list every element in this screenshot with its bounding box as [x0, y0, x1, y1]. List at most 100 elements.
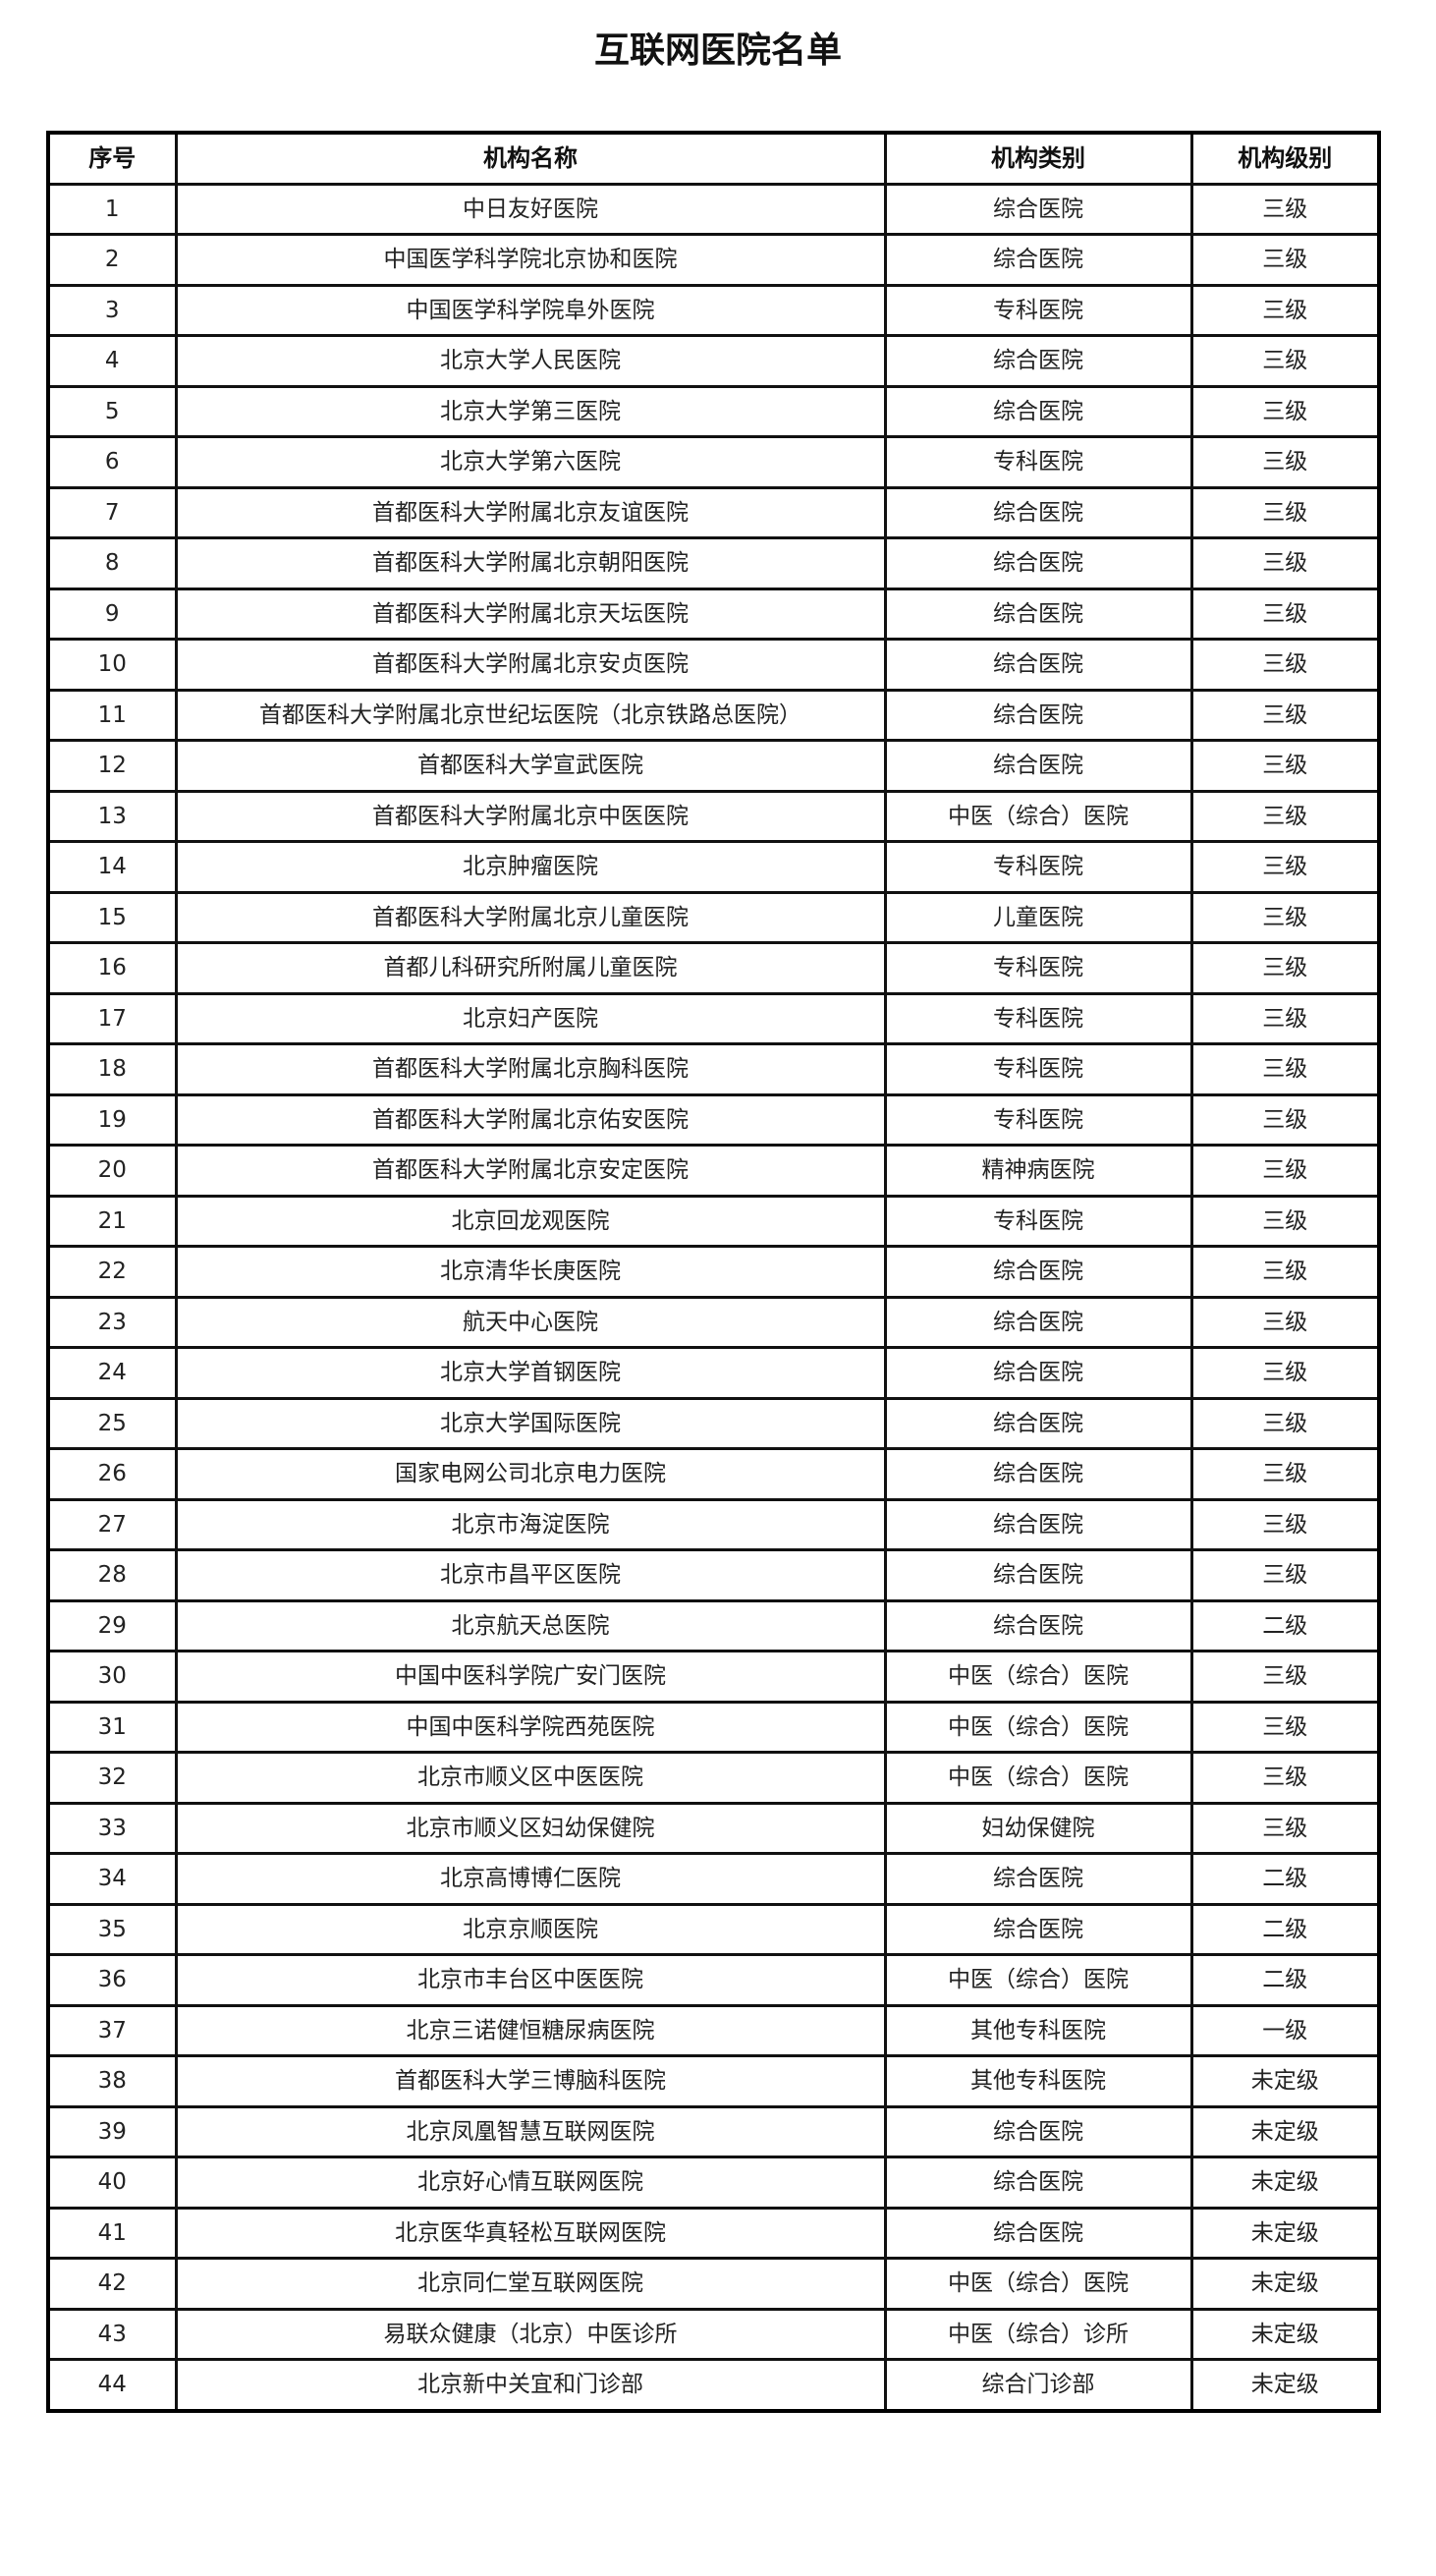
- cell-category: 综合医院: [883, 485, 1193, 539]
- cell-level: 二级: [1189, 1852, 1381, 1906]
- cell-level: 三级: [1189, 1042, 1381, 1096]
- cell-name: 北京新中关宜和门诊部: [174, 2358, 887, 2412]
- cell-level: 三级: [1189, 840, 1381, 894]
- cell-category: 专科医院: [883, 283, 1193, 337]
- cell-category: 中医（综合）医院: [883, 1700, 1193, 1754]
- table-row: 17 北京妇产医院 专科医院 三级: [46, 991, 1381, 1045]
- cell-index: 38: [46, 2054, 178, 2108]
- cell-index: 30: [46, 1650, 178, 1704]
- cell-index: 43: [46, 2307, 178, 2361]
- cell-name: 北京肿瘤医院: [174, 840, 887, 894]
- cell-index: 32: [46, 1751, 178, 1805]
- cell-category: 综合医院: [883, 587, 1193, 641]
- cell-category: 综合医院: [883, 1598, 1193, 1652]
- cell-name: 北京市顺义区妇幼保健院: [174, 1801, 887, 1855]
- cell-level: 三级: [1189, 890, 1381, 944]
- cell-index: 18: [46, 1042, 178, 1096]
- cell-category: 中医（综合）医院: [883, 2257, 1193, 2311]
- cell-category: 综合医院: [883, 688, 1193, 742]
- cell-category: 中医（综合）诊所: [883, 2307, 1193, 2361]
- cell-name: 北京大学国际医院: [174, 1396, 887, 1450]
- table-row: 28 北京市昌平区医院 综合医院 三级: [46, 1548, 1381, 1602]
- cell-category: 中医（综合）医院: [883, 1650, 1193, 1704]
- cell-category: 其他专科医院: [883, 2054, 1193, 2108]
- table-row: 34 北京高博博仁医院 综合医院 二级: [46, 1852, 1381, 1906]
- cell-level: 三级: [1189, 1497, 1381, 1551]
- table-row: 1 中日友好医院 综合医院 三级: [46, 182, 1381, 236]
- cell-name: 航天中心医院: [174, 1295, 887, 1349]
- cell-level: 三级: [1189, 1346, 1381, 1400]
- cell-index: 1: [46, 182, 178, 236]
- cell-category: 专科医院: [883, 1194, 1193, 1248]
- table-row: 44 北京新中关宜和门诊部 综合门诊部 未定级: [46, 2358, 1381, 2412]
- cell-category: 专科医院: [883, 1042, 1193, 1096]
- cell-category: 综合医院: [883, 2206, 1193, 2260]
- table-row: 23 航天中心医院 综合医院 三级: [46, 1295, 1381, 1349]
- table-row: 31 中国中医科学院西苑医院 中医（综合）医院 三级: [46, 1700, 1381, 1754]
- header-index: 序号: [46, 131, 178, 186]
- cell-name: 国家电网公司北京电力医院: [174, 1447, 887, 1501]
- table-row: 4 北京大学人民医院 综合医院 三级: [46, 334, 1381, 388]
- cell-index: 19: [46, 1092, 178, 1147]
- table-row: 15 首都医科大学附属北京儿童医院 儿童医院 三级: [46, 890, 1381, 944]
- cell-level: 三级: [1189, 1700, 1381, 1754]
- cell-index: 26: [46, 1447, 178, 1501]
- table-row: 22 北京清华长庚医院 综合医院 三级: [46, 1245, 1381, 1299]
- cell-name: 北京好心情互联网医院: [174, 2156, 887, 2210]
- table-row: 37 北京三诺健恒糖尿病医院 其他专科医院 一级: [46, 2003, 1381, 2057]
- cell-index: 4: [46, 334, 178, 388]
- cell-index: 29: [46, 1598, 178, 1652]
- table-row: 18 首都医科大学附属北京胸科医院 专科医院 三级: [46, 1042, 1381, 1096]
- cell-level: 三级: [1189, 941, 1381, 995]
- header-name: 机构名称: [174, 131, 887, 186]
- table-row: 12 首都医科大学宣武医院 综合医院 三级: [46, 739, 1381, 793]
- header-category: 机构类别: [883, 131, 1193, 186]
- cell-index: 37: [46, 2003, 178, 2057]
- cell-level: 三级: [1189, 1751, 1381, 1805]
- cell-level: 三级: [1189, 991, 1381, 1045]
- cell-level: 三级: [1189, 1447, 1381, 1501]
- table-header-row: 序号 机构名称 机构类别 机构级别: [46, 131, 1381, 186]
- cell-level: 二级: [1189, 1902, 1381, 1956]
- cell-category: 综合医院: [883, 536, 1193, 590]
- cell-level: 三级: [1189, 334, 1381, 388]
- hospital-list-table: 序号 机构名称 机构类别 机构级别 1 中日友好医院 综合医院 三级 2 中国医学科学院北…: [46, 131, 1381, 2413]
- cell-name: 北京大学人民医院: [174, 334, 887, 388]
- cell-name: 北京市海淀医院: [174, 1497, 887, 1551]
- cell-name: 北京市顺义区中医医院: [174, 1751, 887, 1805]
- cell-index: 3: [46, 283, 178, 337]
- cell-index: 2: [46, 233, 178, 287]
- cell-level: 三级: [1189, 182, 1381, 236]
- cell-category: 专科医院: [883, 840, 1193, 894]
- table-row: 27 北京市海淀医院 综合医院 三级: [46, 1497, 1381, 1551]
- cell-level: 三级: [1189, 1548, 1381, 1602]
- cell-index: 23: [46, 1295, 178, 1349]
- cell-name: 北京航天总医院: [174, 1598, 887, 1652]
- cell-level: 三级: [1189, 1650, 1381, 1704]
- cell-category: 综合医院: [883, 1548, 1193, 1602]
- cell-level: 三级: [1189, 435, 1381, 489]
- cell-category: 综合医院: [883, 1295, 1193, 1349]
- cell-index: 24: [46, 1346, 178, 1400]
- page-title: 互联网医院名单: [593, 30, 842, 71]
- cell-level: 未定级: [1189, 2257, 1381, 2311]
- cell-index: 9: [46, 587, 178, 641]
- cell-name: 首都医科大学附属北京天坛医院: [174, 587, 887, 641]
- cell-index: 11: [46, 688, 178, 742]
- table-row: 41 北京医华真轻松互联网医院 综合医院 未定级: [46, 2206, 1381, 2260]
- table-row: 32 北京市顺义区中医医院 中医（综合）医院 三级: [46, 1751, 1381, 1805]
- table-row: 16 首都儿科研究所附属儿童医院 专科医院 三级: [46, 941, 1381, 995]
- cell-name: 首都医科大学附属北京世纪坛医院（北京铁路总医院）: [174, 688, 887, 742]
- table-row: 43 易联众健康（北京）中医诊所 中医（综合）诊所 未定级: [46, 2307, 1381, 2361]
- cell-category: 综合门诊部: [883, 2358, 1193, 2412]
- cell-index: 34: [46, 1852, 178, 1906]
- cell-index: 15: [46, 890, 178, 944]
- cell-index: 35: [46, 1902, 178, 1956]
- cell-level: 三级: [1189, 789, 1381, 843]
- cell-category: 专科医院: [883, 991, 1193, 1045]
- table-row: 8 首都医科大学附属北京朝阳医院 综合医院 三级: [46, 536, 1381, 590]
- cell-level: 三级: [1189, 283, 1381, 337]
- cell-index: 31: [46, 1700, 178, 1754]
- cell-level: 未定级: [1189, 2104, 1381, 2158]
- cell-name: 北京市昌平区医院: [174, 1548, 887, 1602]
